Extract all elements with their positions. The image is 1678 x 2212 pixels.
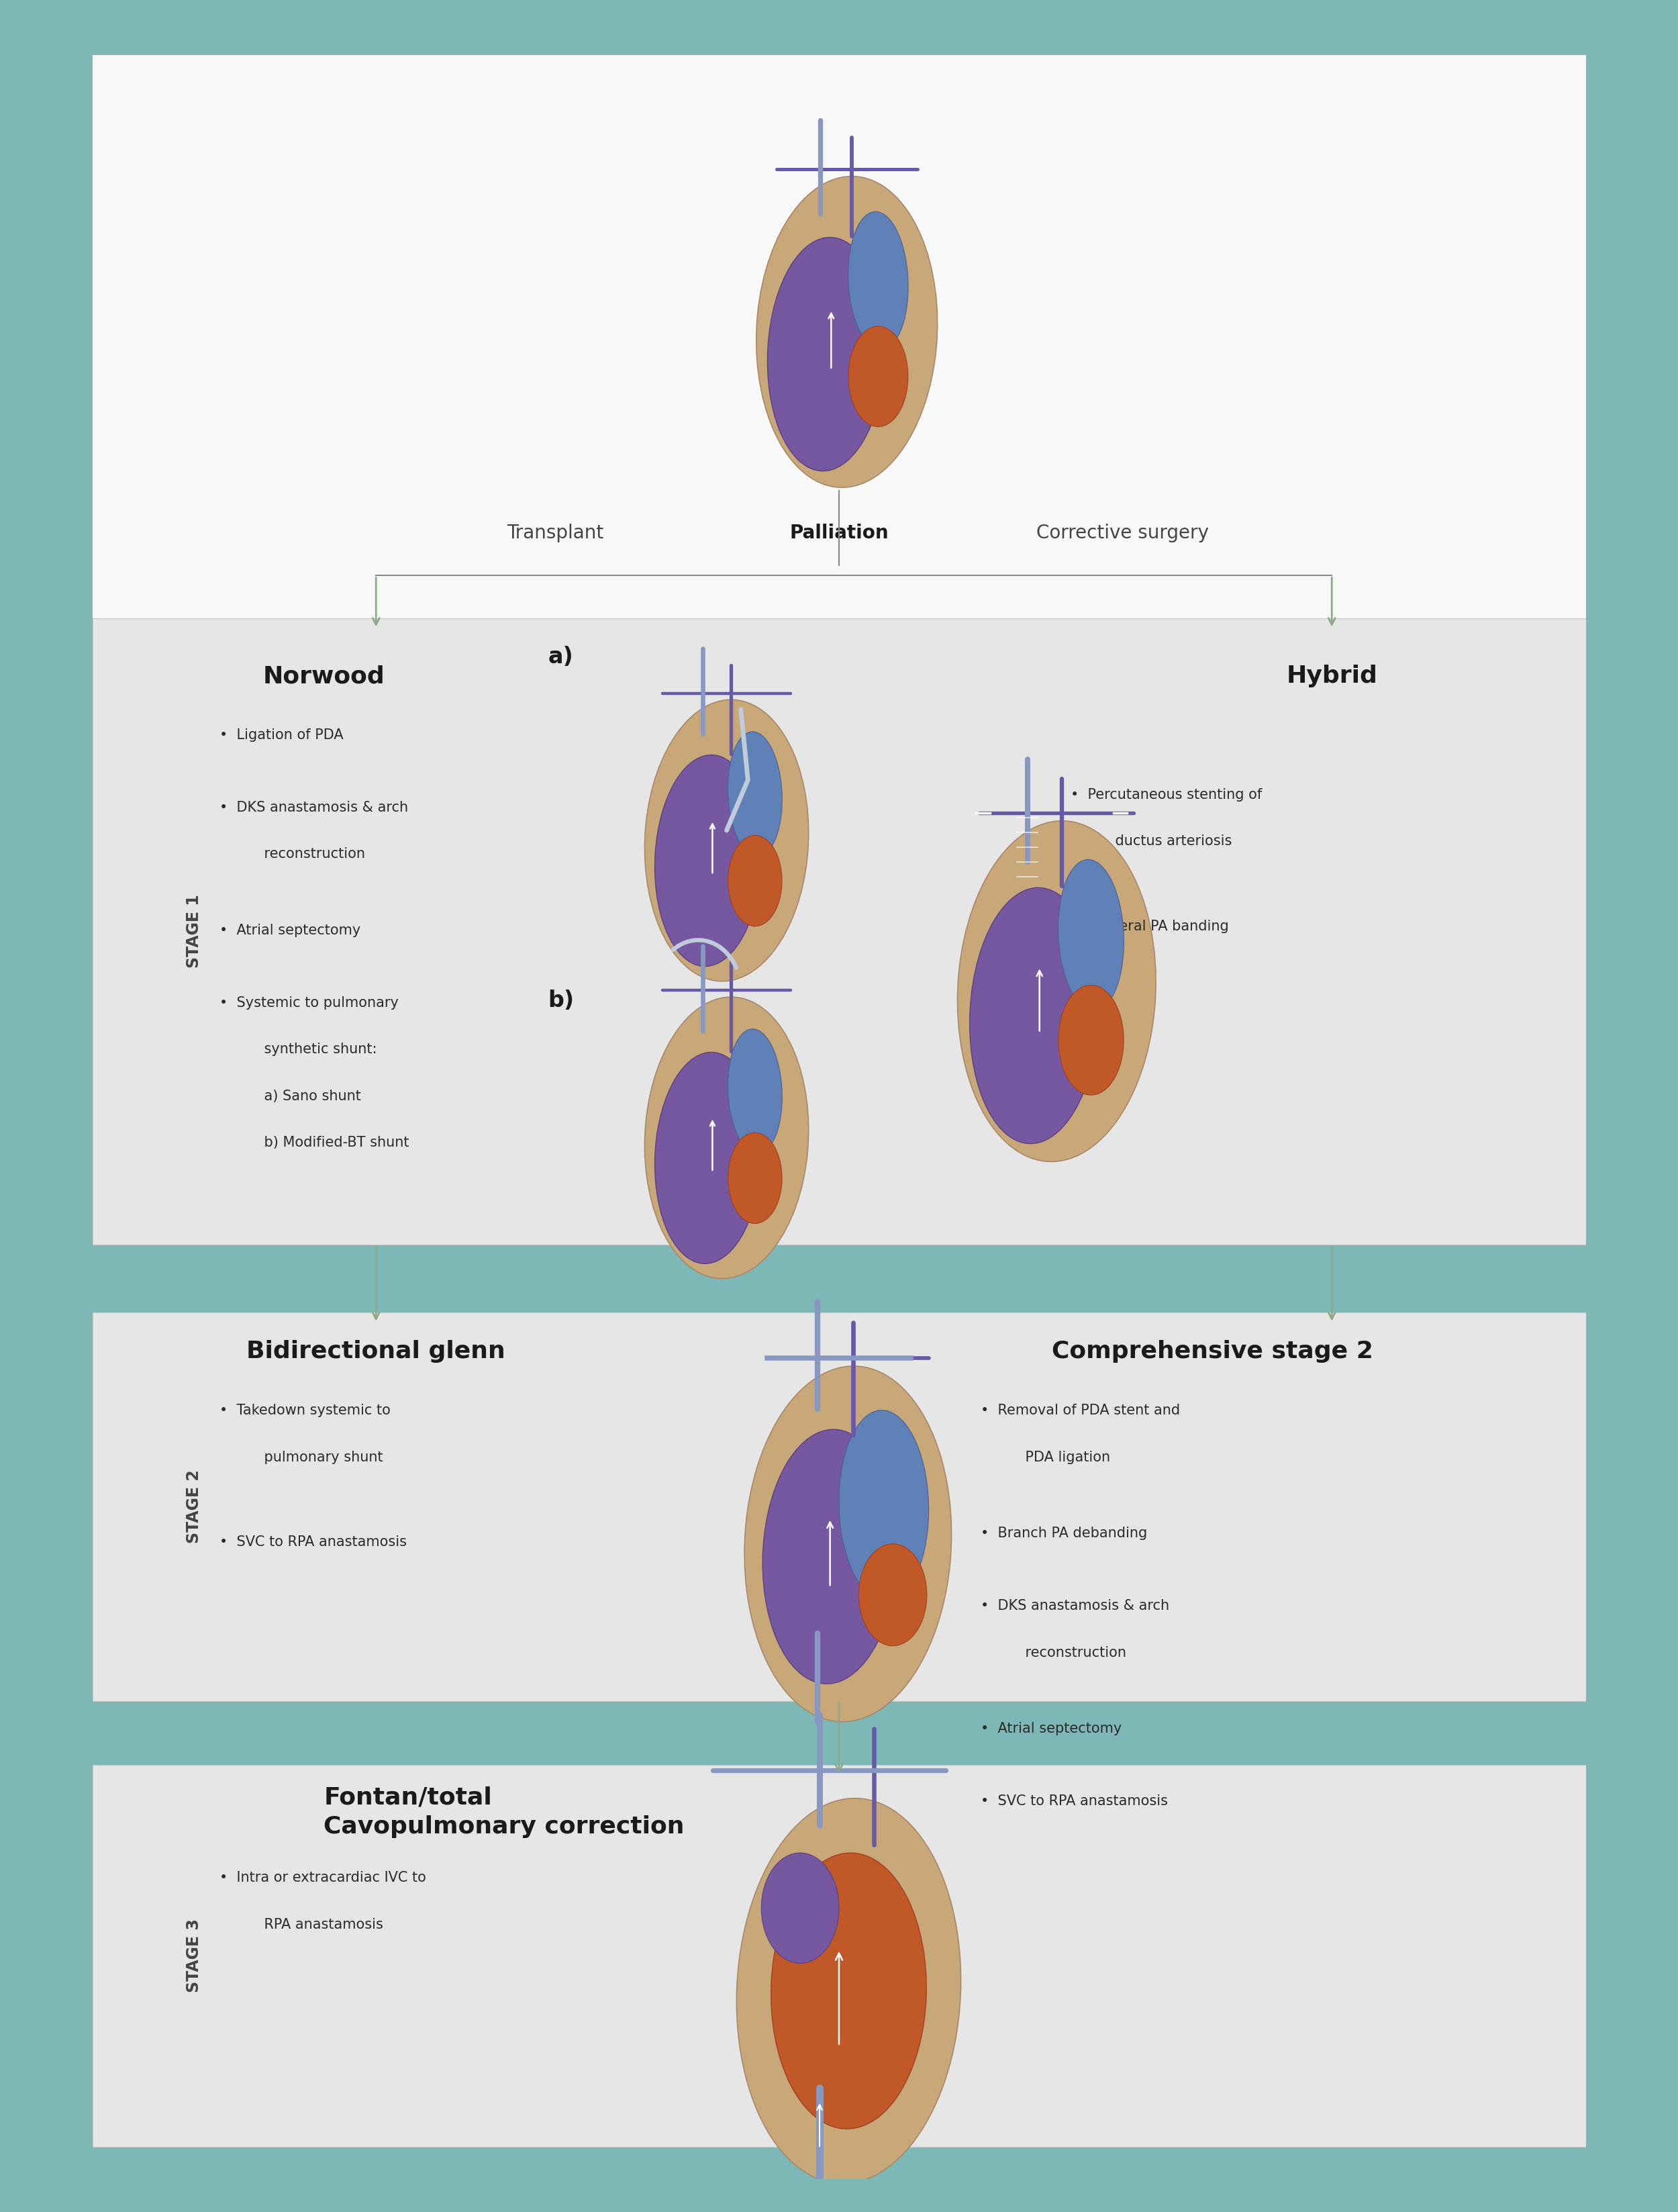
Ellipse shape [737, 1798, 961, 2183]
Text: STAGE 3: STAGE 3 [186, 1920, 201, 1993]
Ellipse shape [728, 836, 782, 927]
Ellipse shape [728, 1133, 782, 1223]
Text: Palliation: Palliation [789, 524, 889, 542]
Text: a) Sano shunt: a) Sano shunt [247, 1091, 361, 1104]
Text: •  SVC to RPA anastamosis: • SVC to RPA anastamosis [220, 1535, 406, 1548]
Text: •  Branch PA debanding: • Branch PA debanding [982, 1526, 1148, 1540]
Ellipse shape [654, 754, 762, 967]
Text: Norwood: Norwood [263, 666, 384, 688]
Ellipse shape [644, 699, 809, 982]
FancyBboxPatch shape [92, 617, 1586, 1245]
Text: b): b) [547, 989, 574, 1011]
Text: reconstruction: reconstruction [1008, 1646, 1126, 1659]
Ellipse shape [1059, 860, 1124, 1011]
Text: Corrective surgery: Corrective surgery [1037, 524, 1208, 542]
Ellipse shape [970, 887, 1099, 1144]
Ellipse shape [1059, 984, 1124, 1095]
Ellipse shape [849, 327, 908, 427]
Ellipse shape [644, 998, 809, 1279]
Text: •  Atrial septectomy: • Atrial septectomy [220, 925, 361, 938]
Text: Transplant: Transplant [507, 524, 604, 542]
Text: •  Removal of PDA stent and: • Removal of PDA stent and [982, 1405, 1180, 1418]
Text: •  DKS anastamosis & arch: • DKS anastamosis & arch [220, 801, 408, 814]
Text: ductus arteriosis: ductus arteriosis [1097, 834, 1232, 847]
Ellipse shape [839, 1411, 928, 1601]
Ellipse shape [762, 1429, 898, 1683]
Ellipse shape [745, 1367, 951, 1721]
Text: •  Atrial septectomy: • Atrial septectomy [982, 1723, 1123, 1736]
Ellipse shape [767, 237, 886, 471]
Ellipse shape [728, 732, 782, 856]
Text: •  Ligation of PDA: • Ligation of PDA [220, 728, 344, 741]
Text: synthetic shunt:: synthetic shunt: [247, 1042, 376, 1055]
Text: STAGE 2: STAGE 2 [186, 1471, 201, 1544]
Ellipse shape [847, 212, 908, 349]
FancyBboxPatch shape [92, 55, 1586, 617]
Text: reconstruction: reconstruction [247, 847, 364, 860]
Text: •  Systemic to pulmonary: • Systemic to pulmonary [220, 995, 398, 1009]
Ellipse shape [728, 1029, 782, 1155]
Ellipse shape [762, 1854, 839, 1964]
Text: •  SVC to RPA anastamosis: • SVC to RPA anastamosis [982, 1794, 1168, 1807]
Ellipse shape [770, 1854, 926, 2128]
Text: •  Takedown systemic to: • Takedown systemic to [220, 1405, 391, 1418]
Text: RPA anastamosis: RPA anastamosis [247, 1918, 383, 1931]
Ellipse shape [958, 821, 1156, 1161]
Text: •  DKS anastamosis & arch: • DKS anastamosis & arch [982, 1599, 1170, 1613]
Text: PDA ligation: PDA ligation [1008, 1451, 1111, 1464]
Text: b) Modified-BT shunt: b) Modified-BT shunt [247, 1137, 409, 1150]
Text: •  Bilateral PA banding: • Bilateral PA banding [1071, 920, 1228, 933]
Text: •  Intra or extracardiac IVC to: • Intra or extracardiac IVC to [220, 1871, 426, 1885]
Ellipse shape [654, 1053, 762, 1263]
Text: Comprehensive stage 2: Comprehensive stage 2 [1052, 1340, 1373, 1363]
Text: pulmonary shunt: pulmonary shunt [247, 1451, 383, 1464]
Text: STAGE 1: STAGE 1 [186, 894, 201, 969]
Text: Fontan/total
Cavopulmonary correction: Fontan/total Cavopulmonary correction [324, 1785, 685, 1838]
Text: •  Percutaneous stenting of: • Percutaneous stenting of [1071, 787, 1262, 801]
Text: Hybrid: Hybrid [1287, 666, 1378, 688]
Text: Bidirectional glenn: Bidirectional glenn [247, 1340, 505, 1363]
Ellipse shape [859, 1544, 926, 1646]
Ellipse shape [757, 177, 938, 487]
Text: a): a) [547, 646, 574, 668]
FancyBboxPatch shape [92, 1312, 1586, 1701]
FancyBboxPatch shape [92, 1765, 1586, 2148]
